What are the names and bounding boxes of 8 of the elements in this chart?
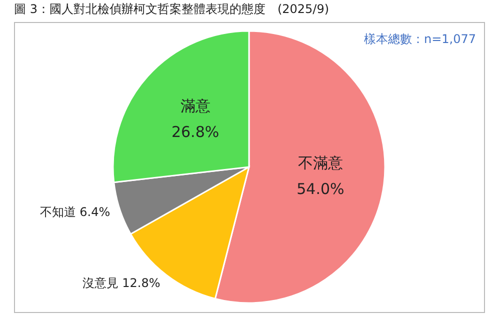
- text: 樣本總數：n=1,077: [364, 32, 476, 46]
- chart-title: 圖 3：國人對北檢偵辦柯文哲案整體表現的態度 (2025/9): [14, 2, 330, 16]
- slice-label: 滿意: [180, 97, 210, 116]
- data-label: 26.8%: [171, 123, 220, 142]
- slice-label: 沒意見 12.8%: [82, 276, 160, 290]
- slice-label: 不滿意: [298, 154, 343, 172]
- data-label: 54.0%: [296, 180, 344, 198]
- slice-label: 不知道 6.4%: [40, 205, 110, 220]
